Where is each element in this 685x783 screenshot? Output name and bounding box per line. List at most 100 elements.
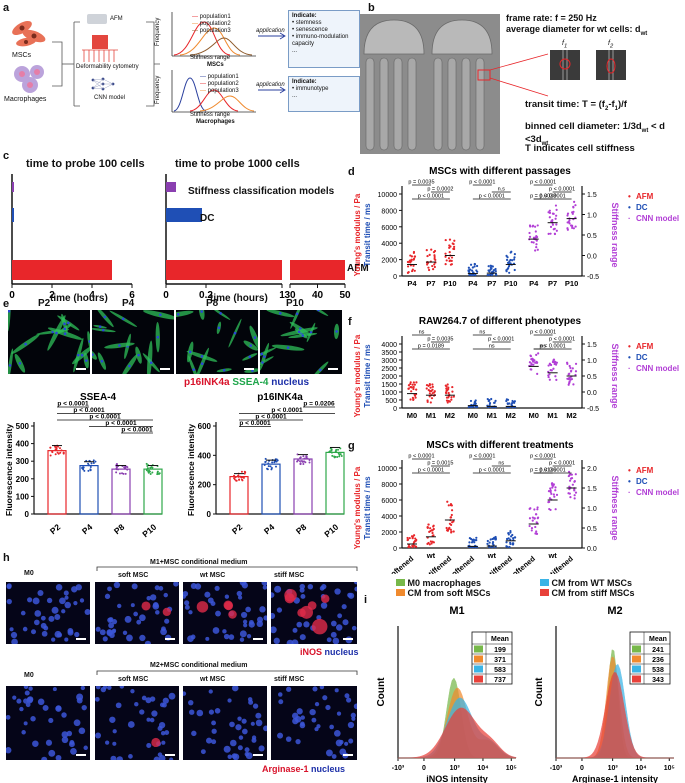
nucleus-dot [164,730,170,735]
nucleus-dot [300,715,305,720]
legend-marker: · [628,488,631,497]
scatter-point [489,538,492,541]
nucleus-dot [274,585,282,593]
scatter-point [549,490,552,494]
nucleus-dot [139,709,145,715]
scatter-sig-label: p < 0.0001 [530,180,556,186]
scatter-point [535,243,538,246]
cell [210,310,231,320]
scatter-point [554,489,557,492]
scatter-category: P7 [548,279,557,288]
nucleus-dot [45,739,53,746]
scatter-point [488,402,492,405]
scatter-point [450,509,454,512]
scatter-point [431,385,434,388]
scale-bar [244,368,254,370]
h2-col-wt: wt MSC [200,676,226,683]
scatter-point [432,534,435,537]
flow-tick-label: 10⁴ [635,765,647,772]
nucleus-dot [27,597,33,603]
scatter-point [453,247,456,251]
nucleus-dot [149,717,155,723]
scatter-point [452,395,455,398]
scatter-point [445,387,448,390]
scatter-point [535,235,538,238]
nucleus-dot [61,736,69,744]
scatter-point [450,530,453,533]
nucleus-dot [169,757,174,760]
scatter-sig-label: p < 0.0001 [540,468,566,474]
e-point [147,470,150,473]
scatter-point [451,385,454,389]
e-tick-label: 500 [16,422,30,431]
cytometry-chip-icon [92,35,108,49]
scatter-point [529,507,532,510]
scatter-tick-label: 10000 [378,192,398,199]
scatter-point [535,239,538,242]
nucleus-dot [351,716,356,721]
scatter-tick-label: 2000 [381,530,397,537]
nucleus-dot [350,712,356,718]
e-point [267,462,270,465]
scatter-ylabel-afm: Young's modulus / Pa [353,334,362,417]
chart-c2-xlabel: time (hours) [210,293,268,304]
nucleus-dot [206,737,213,744]
scatter-point [493,401,496,404]
mean-table [471,631,513,685]
scatter-point [548,497,552,500]
nucleus-dot [117,603,122,609]
scale-bar [76,638,86,640]
nucleus-dot [64,637,69,642]
e-point [145,462,148,465]
cell-nucleus [84,359,88,362]
nucleus-dot [115,702,122,709]
nucleus-dot [252,703,259,709]
nucleus-dot [222,629,227,634]
legend-label: AFM [636,192,654,201]
nucleus-dot [105,740,110,745]
legend-pop3: population3 [199,28,231,34]
scatter-point [554,375,557,378]
scatter-point [491,270,495,274]
scatter-category: wt [547,551,557,560]
scatter-point [430,542,433,545]
nucleus-dot [128,754,133,759]
stain-ssea4: SSEA-4 [232,377,269,388]
scatter-point [413,394,417,397]
scatter-point [427,523,430,526]
e-sig-label: p < 0.0001 [105,420,137,427]
nucleus-dot [149,696,156,702]
scale-bar [343,754,353,756]
nucleus-dot [210,601,216,607]
e-point [145,469,148,472]
scatter-point [548,373,551,376]
nucleus-dot [247,697,253,702]
flow-ylabel: Count [534,677,545,707]
e-point [303,457,306,460]
cell-nucleus [63,327,67,331]
nucleus-dot [56,632,63,638]
scatter-point [528,235,532,238]
nucleus-dot [236,590,243,597]
nucleus-dot [107,586,112,592]
nucleus-dot [291,639,299,644]
scatter-point [433,249,437,253]
scatter-point [430,397,434,400]
scatter-right-tick-label: 0.5 [587,526,597,533]
scatter-point [412,541,416,544]
scatter-point [447,504,450,507]
scatter-point [529,355,533,358]
scatter-point [555,208,558,211]
e-point [340,454,343,457]
scatter-point [413,255,416,258]
m2-header: M2+MSC conditional medium [150,662,248,669]
nucleus-dot [347,721,355,729]
nucleus-dot [55,754,62,760]
scatter-point [473,402,476,405]
scatter-point [529,225,532,228]
nucleus-dot [329,724,334,730]
scatter-category: P4 [468,279,478,288]
cnn-model-icon [90,76,116,92]
scatter-ylabel-afm: Young's modulus / Pa [353,193,362,276]
cell-nucleus [188,350,192,354]
